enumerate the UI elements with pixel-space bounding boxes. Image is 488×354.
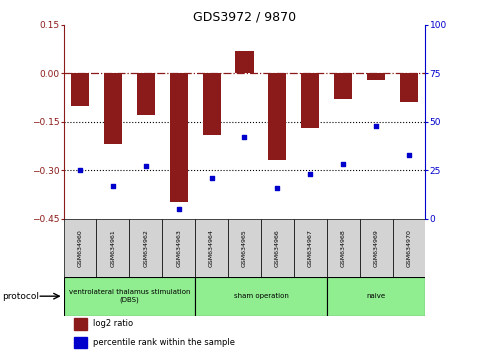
- Bar: [63, 277, 195, 315]
- Text: GSM634960: GSM634960: [78, 229, 82, 267]
- Bar: [137, 73, 155, 115]
- Text: GSM634968: GSM634968: [340, 229, 345, 267]
- Bar: [392, 219, 425, 277]
- Bar: [399, 73, 417, 102]
- Bar: [333, 73, 351, 99]
- Bar: [326, 219, 359, 277]
- Bar: [71, 73, 89, 105]
- Bar: [63, 219, 96, 277]
- Bar: [195, 219, 227, 277]
- Text: GSM634963: GSM634963: [176, 229, 181, 267]
- Text: GSM634967: GSM634967: [307, 229, 312, 267]
- Text: percentile rank within the sample: percentile rank within the sample: [92, 338, 234, 347]
- Text: protocol: protocol: [2, 292, 40, 301]
- Bar: [293, 219, 326, 277]
- Bar: [169, 73, 187, 202]
- Text: GSM634966: GSM634966: [274, 229, 279, 267]
- Point: [371, 123, 379, 129]
- Bar: [96, 219, 129, 277]
- Text: GSM634970: GSM634970: [406, 229, 410, 267]
- Text: GSM634969: GSM634969: [373, 229, 378, 267]
- Text: GSM634965: GSM634965: [242, 229, 246, 267]
- Point: [76, 167, 84, 173]
- Bar: [202, 73, 220, 135]
- Text: sham operation: sham operation: [233, 293, 288, 299]
- Point: [404, 152, 412, 158]
- Point: [109, 183, 117, 189]
- Bar: [268, 73, 286, 160]
- Bar: [261, 219, 293, 277]
- Point: [207, 175, 215, 181]
- Point: [142, 164, 149, 169]
- Bar: [359, 219, 392, 277]
- Point: [339, 161, 346, 167]
- Bar: [162, 219, 195, 277]
- Bar: [301, 73, 319, 128]
- Text: ventrolateral thalamus stimulation
(DBS): ventrolateral thalamus stimulation (DBS): [68, 290, 190, 303]
- Title: GDS3972 / 9870: GDS3972 / 9870: [193, 11, 295, 24]
- Bar: [195, 277, 326, 315]
- Bar: [129, 219, 162, 277]
- Text: GSM634962: GSM634962: [143, 229, 148, 267]
- Bar: [235, 51, 253, 73]
- Text: naive: naive: [366, 293, 385, 299]
- Point: [306, 171, 314, 177]
- Point: [240, 135, 248, 140]
- Bar: [103, 73, 122, 144]
- Point: [273, 185, 281, 190]
- Bar: [326, 277, 425, 315]
- Text: log2 ratio: log2 ratio: [92, 319, 132, 329]
- Bar: [74, 337, 87, 348]
- Bar: [227, 219, 261, 277]
- Bar: [366, 73, 385, 80]
- Text: GSM634964: GSM634964: [209, 229, 214, 267]
- Bar: [74, 318, 87, 330]
- Text: GSM634961: GSM634961: [110, 229, 115, 267]
- Point: [174, 206, 182, 212]
